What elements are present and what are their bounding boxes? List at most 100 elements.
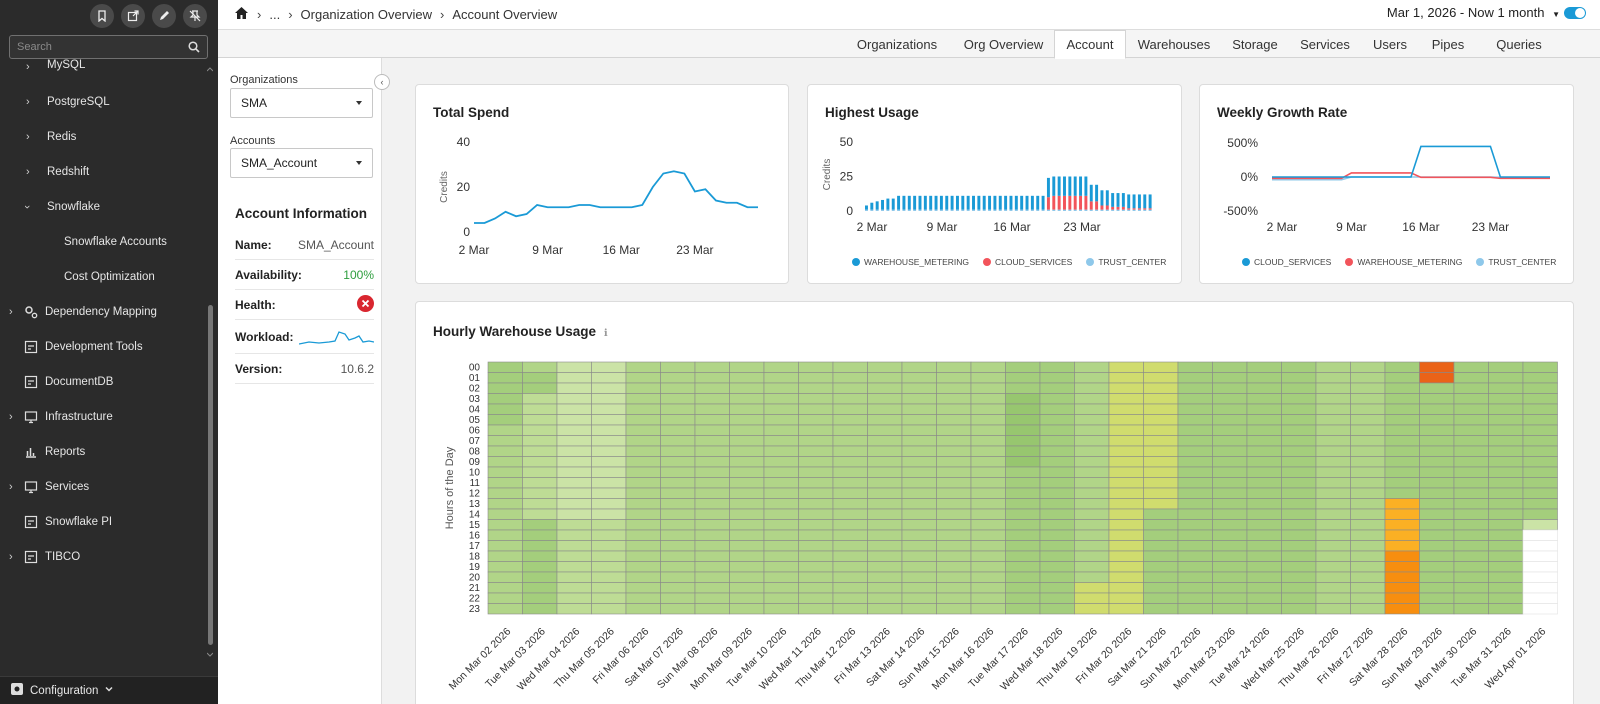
heatmap-cell [832, 466, 868, 478]
legend-item[interactable]: CLOUD_SERVICES [1242, 257, 1331, 267]
sidebar-item-dependency-mapping[interactable]: › Dependency Mapping [0, 297, 206, 327]
usage-bar [865, 209, 868, 211]
heatmap-cell [1005, 508, 1041, 520]
sidebar-item-redshift[interactable]: › Redshift [0, 157, 206, 187]
tab-warehouses[interactable]: Warehouses [1137, 36, 1211, 52]
legend-item[interactable]: TRUST_CENTER [1476, 257, 1556, 267]
accounts-select[interactable]: SMA_Account [230, 148, 373, 178]
heatmap-cell [1350, 382, 1386, 394]
pencil-icon[interactable] [152, 4, 176, 28]
breadcrumb-organization-overview[interactable]: Organization Overview [300, 7, 433, 22]
heatmap-cell [798, 519, 834, 531]
date-range-picker[interactable]: Mar 1, 2026 - Now 1 month ▼ [1387, 5, 1560, 20]
heatmap-cell [867, 529, 903, 541]
heatmap-cell [660, 403, 696, 415]
sidebar-item-snowflake-accounts[interactable]: Snowflake Accounts [0, 227, 206, 257]
tab-organizations[interactable]: Organizations [856, 36, 938, 52]
sidebar-item-snowflake[interactable]: › Snowflake [0, 192, 206, 222]
sidebar-scroll-thumb[interactable] [208, 305, 213, 645]
heatmap-cell [1384, 477, 1420, 489]
usage-bar [1046, 177, 1050, 198]
heatmap-cell [970, 498, 1006, 510]
heatmap-cell [832, 382, 868, 394]
heatmap-cell [1039, 403, 1075, 415]
search-input[interactable] [10, 36, 207, 58]
heatmap-cell [625, 403, 661, 415]
heatmap-cell [970, 456, 1006, 468]
heatmap-cell [763, 529, 799, 541]
legend-item[interactable]: TRUST_CENTER [1086, 257, 1166, 267]
usage-bar [1025, 209, 1029, 211]
heatmap-cell [1419, 445, 1455, 457]
sidebar-item-development-tools[interactable]: Development Tools [0, 332, 206, 362]
heatmap-cell [1384, 540, 1420, 552]
heatmap-cell [1074, 414, 1110, 426]
sidebar-item-infrastructure[interactable]: › Infrastructure [0, 402, 206, 432]
collapse-panel-button[interactable]: ‹ [374, 74, 390, 90]
usage-bar [1111, 193, 1115, 207]
tab-storage[interactable]: Storage [1232, 36, 1278, 52]
tab-account[interactable]: Account [1054, 30, 1126, 59]
heatmap-cell [936, 561, 972, 573]
accounts-value: SMA_Account [241, 156, 318, 170]
tab-queries[interactable]: Queries [1496, 36, 1542, 52]
date-label: Sun Mar 29 2026 [1379, 626, 1445, 692]
heatmap-cell [1212, 540, 1248, 552]
organizations-select[interactable]: SMA [230, 88, 373, 118]
heatmap-cell [1212, 550, 1248, 562]
heatmap-cell [1246, 445, 1282, 457]
usage-bar [1057, 176, 1061, 196]
legend-item[interactable]: CLOUD_SERVICES [983, 257, 1072, 267]
sidebar-item-snowflake-pi[interactable]: Snowflake PI [0, 507, 206, 537]
tab-pipes[interactable]: Pipes [1431, 36, 1465, 52]
heatmap-cell [522, 445, 558, 457]
name-label: Name: [235, 237, 272, 252]
auto-refresh-toggle[interactable] [1564, 7, 1586, 19]
tab-org-overview[interactable]: Org Overview [963, 36, 1044, 52]
sidebar-item-redis[interactable]: › Redis [0, 122, 206, 152]
search-icon[interactable] [188, 41, 200, 56]
heatmap-cell [591, 435, 627, 447]
heatmap-cell [1005, 540, 1041, 552]
sidebar-item-documentdb[interactable]: DocumentDB [0, 367, 206, 397]
heatmap-cell [487, 603, 523, 615]
sidebar-item-reports[interactable]: Reports [0, 437, 206, 467]
heatmap-cell [1350, 393, 1386, 405]
heatmap-cell [1177, 561, 1213, 573]
heatmap-cell [1246, 571, 1282, 583]
pin-icon[interactable] [183, 4, 207, 28]
usage-bar [934, 195, 938, 210]
heatmap-cell [901, 403, 937, 415]
heatmap-cell [660, 456, 696, 468]
legend-item[interactable]: WAREHOUSE_METERING [852, 257, 969, 267]
heatmap-cell [729, 603, 765, 615]
usage-bar [1132, 209, 1136, 211]
sidebar-item-cost-optimization[interactable]: Cost Optimization [0, 262, 206, 292]
sidebar-item-mysql[interactable]: › MySQL [0, 52, 206, 82]
breadcrumb-ellipsis[interactable]: ... [269, 7, 281, 22]
heatmap-cell [625, 424, 661, 436]
info-icon[interactable]: ℹ [603, 328, 608, 339]
bookmark-icon[interactable] [90, 4, 114, 28]
heatmap-cell [970, 414, 1006, 426]
legend-item[interactable]: WAREHOUSE_METERING [1345, 257, 1462, 267]
hour-label: 01 [469, 373, 481, 384]
external-link-icon[interactable] [121, 4, 145, 28]
heatmap-cell [1453, 372, 1489, 384]
tab-services[interactable]: Services [1300, 36, 1350, 52]
home-icon[interactable] [234, 6, 249, 23]
sidebar-item-postgresql[interactable]: › PostgreSQL [0, 87, 206, 117]
date-label: Sat Mar 07 2026 [622, 626, 685, 689]
tab-users[interactable]: Users [1373, 36, 1407, 52]
highest-usage-card: Highest Usage 0 25 50 Credits 2 Mar 9 Mar 16 M… [807, 84, 1182, 284]
heatmap-cell [591, 403, 627, 415]
heatmap-cell [1419, 498, 1455, 510]
configuration-menu[interactable]: Configuration [0, 676, 218, 704]
heatmap-cell [1212, 372, 1248, 384]
heatmap-cell [832, 424, 868, 436]
heatmap-cell [1315, 477, 1351, 489]
sidebar-item-tibco[interactable]: › TIBCO [0, 542, 206, 572]
sidebar-item-services[interactable]: › Services [0, 472, 206, 502]
sidebar-scrollbar[interactable] [207, 66, 213, 658]
heatmap-cell [522, 540, 558, 552]
